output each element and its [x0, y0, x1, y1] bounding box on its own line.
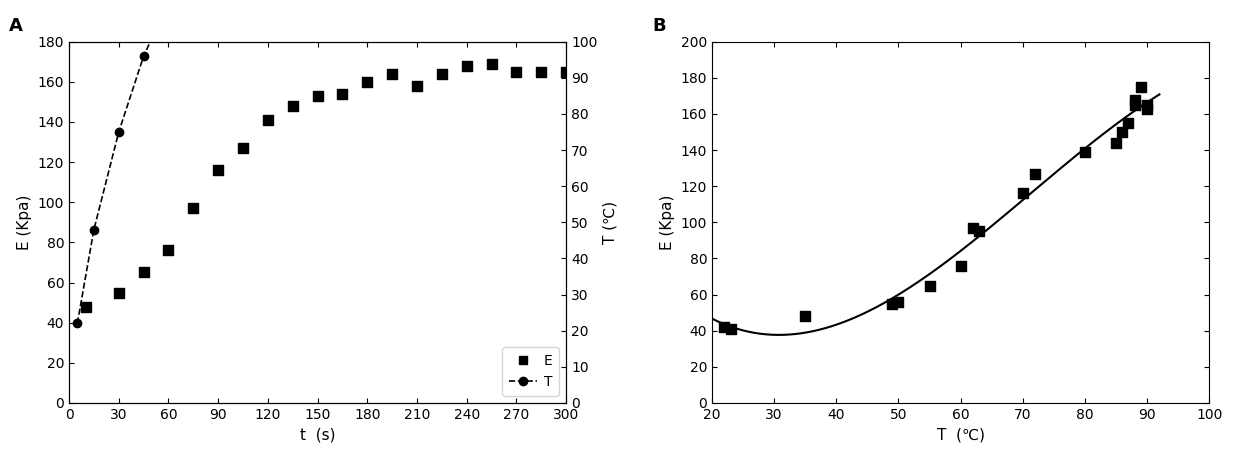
Point	[76, 303, 95, 310]
Point	[134, 269, 154, 276]
Point	[1012, 190, 1032, 197]
X-axis label: t  (s): t (s)	[300, 427, 336, 442]
Point	[1025, 170, 1044, 177]
Y-axis label: E (Kpa): E (Kpa)	[17, 195, 32, 250]
Point	[482, 60, 502, 67]
Point	[332, 90, 352, 98]
Point	[1137, 101, 1157, 109]
Point	[1125, 96, 1145, 103]
Point	[1125, 101, 1145, 109]
Point	[556, 68, 576, 76]
Point	[282, 102, 302, 110]
Point	[721, 325, 741, 333]
Point	[233, 145, 253, 152]
Point	[183, 205, 203, 212]
Point	[715, 324, 735, 331]
Point	[507, 68, 527, 76]
Point	[919, 282, 939, 289]
Point	[457, 62, 477, 69]
Point	[888, 298, 908, 305]
Y-axis label: E (Kpa): E (Kpa)	[660, 195, 675, 250]
Point	[258, 116, 278, 123]
X-axis label: T  (℃): T (℃)	[937, 427, 985, 442]
Point	[383, 70, 403, 78]
Point	[1131, 83, 1151, 90]
Legend: E, T: E, T	[502, 347, 559, 396]
Point	[963, 224, 983, 231]
Point	[1106, 139, 1126, 146]
Point	[1137, 105, 1157, 112]
Point	[159, 247, 178, 254]
Text: B: B	[653, 17, 667, 34]
Text: A: A	[10, 17, 24, 34]
Point	[408, 82, 427, 90]
Point	[208, 167, 228, 174]
Point	[1075, 148, 1095, 156]
Point	[432, 70, 452, 78]
Y-axis label: T (℃): T (℃)	[603, 201, 618, 244]
Point	[950, 262, 970, 269]
Point	[307, 92, 327, 100]
Point	[969, 228, 989, 235]
Point	[1119, 119, 1139, 127]
Point	[357, 78, 377, 85]
Point	[109, 289, 129, 296]
Point	[532, 68, 551, 76]
Point	[795, 313, 815, 320]
Point	[882, 300, 902, 307]
Point	[1113, 129, 1132, 136]
